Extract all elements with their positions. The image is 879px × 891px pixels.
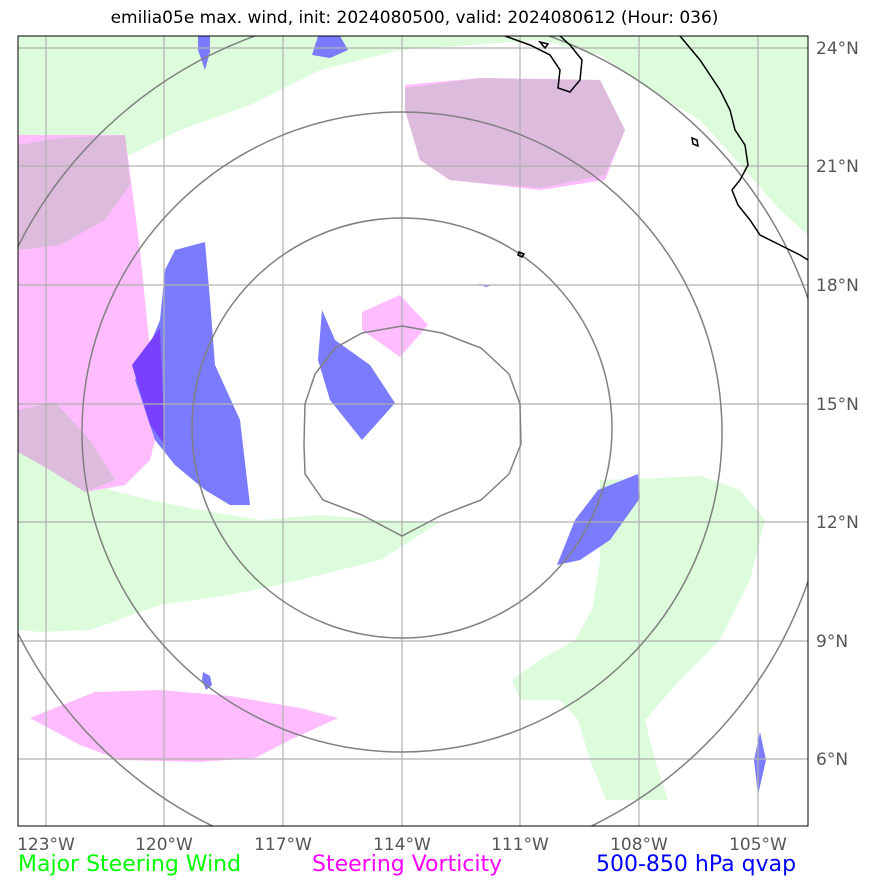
steering-wind-region-north [18, 36, 808, 235]
lon-tick-label: 111°W [491, 835, 549, 855]
lat-tick-label: 18°N [816, 276, 859, 296]
lat-tick-label: 12°N [816, 513, 859, 533]
qvap-region-center [318, 310, 395, 440]
range-ring-3 [81, 111, 723, 753]
lon-tick-label: 114°W [373, 835, 431, 855]
legend-major-steering-wind: Major Steering Wind [18, 852, 242, 877]
lat-tick-label: 9°N [816, 632, 848, 652]
coastline [504, 36, 808, 261]
graticule [18, 36, 808, 826]
vorticity-region-south [30, 690, 338, 762]
coastline-island-3 [537, 40, 550, 50]
lon-tick-label: 108°W [610, 835, 668, 855]
qvap-region-small-1 [202, 672, 212, 690]
lat-tick-labels: 24°N 21°N 18°N 15°N 12°N 9°N 6°N [816, 39, 859, 770]
range-ring-2 [191, 217, 613, 639]
coastline-island-1 [691, 136, 699, 148]
range-rings [18, 36, 808, 826]
lat-tick-label: 24°N [816, 39, 859, 59]
steering-wind-region-southwest [18, 450, 440, 632]
lon-tick-label: 105°W [729, 835, 787, 855]
qvap-region-southeast [754, 732, 766, 795]
coastline-baja [504, 36, 583, 93]
qvap-region-dark-core [132, 328, 165, 445]
qvap-region-north-1 [198, 36, 210, 70]
legend-steering-vorticity: Steering Vorticity [312, 852, 503, 877]
vorticity-region-center [362, 295, 428, 357]
qvap-region-north-2 [312, 36, 348, 58]
coastline-island-2 [517, 251, 526, 258]
coastline-mainland [679, 36, 808, 261]
map-border [17, 35, 809, 827]
lat-tick-label: 15°N [816, 395, 859, 415]
lon-tick-labels: 123°W 120°W 117°W 114°W 111°W 108°W 105°… [17, 835, 787, 855]
lon-tick-label: 117°W [254, 835, 312, 855]
map-title: emilia05e max. wind, init: 2024080500, v… [110, 8, 719, 28]
lat-tick-label: 6°N [816, 750, 848, 770]
overlap-region-west [18, 402, 115, 492]
legend-qvap: 500-850 hPa qvap [596, 852, 797, 877]
lat-tick-label: 21°N [816, 157, 859, 177]
lon-tick-label: 120°W [135, 835, 193, 855]
range-ring-1 [303, 325, 522, 537]
lon-tick-label: 123°W [17, 835, 75, 855]
